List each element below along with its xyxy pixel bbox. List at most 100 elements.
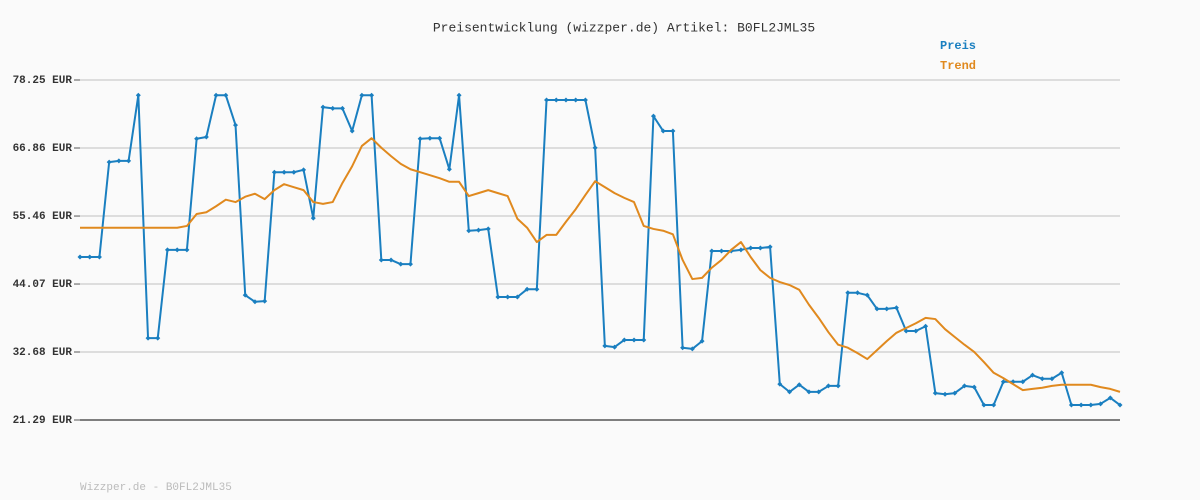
data-point (407, 261, 413, 267)
data-point (398, 261, 404, 267)
data-point (262, 298, 268, 304)
data-point (874, 306, 880, 312)
data-point (223, 92, 229, 98)
data-point (553, 97, 559, 103)
data-point (1078, 402, 1084, 408)
data-point (660, 128, 666, 134)
data-point (456, 92, 462, 98)
data-point (835, 383, 841, 389)
footer: Wizzper.de - B0FL2JML35 (80, 482, 232, 494)
series-line (80, 137, 1121, 393)
data-point (194, 136, 200, 142)
data-point (466, 228, 472, 234)
data-point (903, 328, 909, 334)
data-point (563, 97, 569, 103)
data-point (126, 158, 132, 164)
data-point (855, 290, 861, 296)
data-point (757, 245, 763, 251)
data-point (388, 257, 394, 263)
y-tick-label: 44.07 EUR (13, 279, 73, 291)
data-point (1030, 372, 1036, 378)
data-point (923, 323, 929, 329)
data-point (932, 390, 938, 396)
data-point (971, 384, 977, 390)
data-point (787, 389, 793, 395)
data-point (106, 159, 112, 165)
data-point (349, 128, 355, 134)
data-point (864, 292, 870, 298)
data-point (573, 97, 579, 103)
data-point (437, 135, 443, 141)
data-point (534, 286, 540, 292)
y-tick-label: 21.29 EUR (13, 415, 73, 427)
data-point (310, 215, 316, 221)
data-point (1117, 402, 1123, 408)
data-point (301, 167, 307, 173)
data-point (291, 169, 297, 175)
data-point (738, 247, 744, 253)
data-point (359, 92, 365, 98)
data-point (87, 254, 93, 260)
data-point (961, 383, 967, 389)
data-point (155, 335, 161, 341)
data-point (281, 169, 287, 175)
data-point (485, 226, 491, 232)
data-point (1098, 401, 1104, 407)
data-point (320, 104, 326, 110)
data-point (427, 135, 433, 141)
data-point (991, 402, 997, 408)
data-point (893, 305, 899, 311)
data-point (806, 389, 812, 395)
data-point (582, 97, 588, 103)
data-point (913, 328, 919, 334)
data-point (233, 122, 239, 128)
data-point (641, 337, 647, 343)
data-point (845, 290, 851, 296)
data-point (1039, 376, 1045, 382)
data-point (1049, 376, 1055, 382)
data-point (213, 92, 219, 98)
data-point (203, 134, 209, 140)
data-point (476, 227, 482, 233)
y-tick-label: 66.86 EUR (13, 143, 73, 155)
data-point (825, 383, 831, 389)
y-tick-label: 55.46 EUR (13, 211, 73, 223)
data-point (621, 337, 627, 343)
data-point (952, 390, 958, 396)
data-point (369, 92, 375, 98)
data-point (174, 247, 180, 253)
data-point (514, 294, 520, 300)
data-point (709, 248, 715, 254)
data-point (116, 158, 122, 164)
data-point (77, 254, 83, 260)
data-point (252, 299, 258, 305)
data-point (1107, 395, 1113, 401)
data-point (524, 286, 530, 292)
data-point (145, 335, 151, 341)
data-point (942, 391, 948, 397)
data-point (670, 128, 676, 134)
chart-title: Preisentwicklung (wizzper.de) Artikel: B… (433, 20, 815, 35)
data-point (816, 389, 822, 395)
data-point (135, 92, 141, 98)
y-tick-label: 78.25 EUR (13, 75, 73, 87)
data-point (446, 166, 452, 172)
data-point (1068, 402, 1074, 408)
data-point (184, 247, 190, 253)
data-point (592, 145, 598, 151)
data-point (164, 247, 170, 253)
data-point (796, 382, 802, 388)
data-point (981, 402, 987, 408)
data-point (718, 248, 724, 254)
data-point (1020, 379, 1026, 385)
data-point (699, 338, 705, 344)
data-point (242, 292, 248, 298)
data-point (495, 294, 501, 300)
data-point (339, 105, 345, 111)
data-point (378, 257, 384, 263)
data-point (330, 105, 336, 111)
data-point (777, 381, 783, 387)
data-point (767, 244, 773, 250)
data-point (689, 346, 695, 352)
